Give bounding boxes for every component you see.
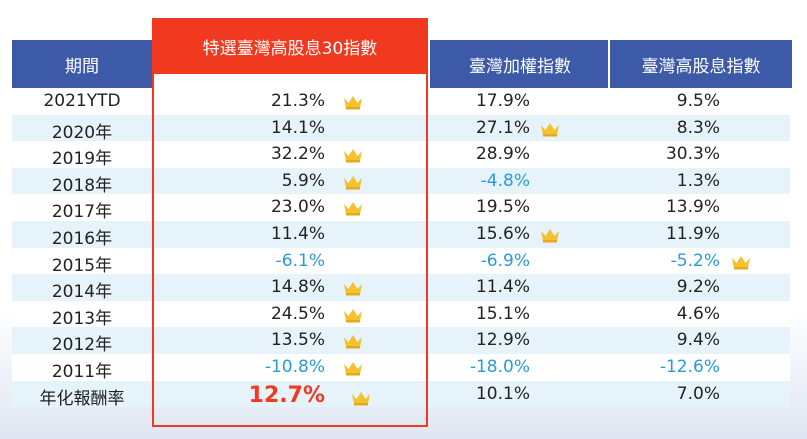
header-cell: 特選臺灣高股息30指數 [152, 18, 428, 74]
table-cell: 2017年 [51, 202, 113, 223]
crown-icon [343, 361, 363, 380]
crown-icon [351, 391, 371, 410]
table-cell: -5.2% [670, 250, 720, 271]
row-bg [12, 380, 790, 408]
table-cell: 14.8% [270, 277, 325, 298]
table-cell: 2015年 [51, 255, 113, 276]
row-bg [12, 327, 790, 354]
crown-icon [343, 148, 363, 167]
row-bg [12, 167, 790, 195]
table-cell: 2020年 [51, 122, 113, 143]
row-bg [12, 300, 790, 328]
crown-icon [343, 334, 363, 353]
table-cell: 10.1% [475, 383, 530, 404]
crown-icon [343, 201, 363, 220]
table-cell: 2016年 [51, 229, 113, 249]
table-cell: 17.9% [475, 91, 530, 111]
table-cell: 27.1% [475, 117, 530, 138]
table-cell: 2014年 [51, 282, 113, 303]
table-cell: 13.5% [270, 330, 325, 351]
row-bg [12, 354, 790, 381]
table-cell: 11.4% [270, 224, 325, 244]
table-cell: 30.3% [665, 144, 720, 165]
row-bg [12, 221, 790, 248]
table-cell: 8.3% [676, 117, 720, 138]
table-cell: 4.6% [676, 303, 720, 324]
table-cell: 28.9% [475, 144, 530, 165]
crown-icon [731, 255, 751, 274]
table-cell: -18.0% [469, 357, 530, 377]
header-cell: 臺灣加權指數 [428, 40, 610, 88]
table-cell: 12.9% [475, 330, 530, 351]
table-cell: 1.3% [676, 170, 720, 191]
table-cell: -6.9% [480, 250, 530, 271]
row-bg [12, 88, 790, 115]
crown-icon [343, 95, 363, 114]
row-bg [12, 141, 790, 168]
table-cell: 32.2% [270, 144, 325, 165]
table-cell: 2018年 [51, 175, 113, 196]
table-cell: -6.1% [275, 250, 325, 271]
table-cell: -12.6% [659, 357, 720, 377]
table-cell: 23.0% [270, 197, 325, 218]
table-cell: 2021YTD [43, 91, 121, 111]
table-cell: -10.8% [264, 357, 325, 377]
table-cell: 15.6% [475, 224, 530, 244]
table-cell: 7.0% [676, 383, 720, 404]
table-cell: -4.8% [480, 170, 530, 191]
table-cell: 21.3% [270, 91, 325, 111]
table-cell: 2011年 [51, 362, 113, 382]
table-cell: 11.9% [665, 224, 720, 244]
table-cell: 19.5% [475, 197, 530, 218]
table-cell: 12.7% [248, 382, 325, 408]
table-cell: 2012年 [51, 335, 113, 356]
row-bg [12, 194, 790, 221]
table-cell: 14.1% [270, 117, 325, 138]
table-cell: 9.5% [676, 91, 720, 111]
crown-icon [540, 122, 560, 141]
crown-icon [343, 281, 363, 300]
table-cell: 5.9% [281, 170, 325, 191]
table-cell: 13.9% [665, 197, 720, 218]
table-cell: 2013年 [51, 308, 113, 329]
table-cell: 2019年 [51, 149, 113, 170]
table-cell: 年化報酬率 [39, 388, 125, 409]
table-cell: 15.1% [475, 303, 530, 324]
header-cell: 期間 [12, 40, 152, 88]
crown-icon [540, 228, 560, 247]
crown-icon [343, 175, 363, 194]
row-bg [12, 274, 790, 301]
table-cell: 24.5% [270, 303, 325, 324]
header-cell: 臺灣高股息指數 [608, 40, 792, 88]
table-cell: 9.4% [676, 330, 720, 351]
table-cell: 11.4% [475, 277, 530, 298]
row-bg [12, 247, 790, 275]
table-cell: 9.2% [676, 277, 720, 298]
row-bg [12, 114, 790, 142]
crown-icon [343, 308, 363, 327]
